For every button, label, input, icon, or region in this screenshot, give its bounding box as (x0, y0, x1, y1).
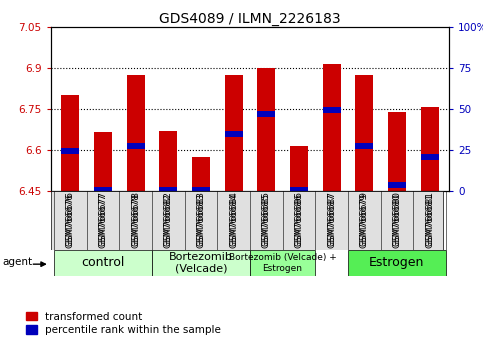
Text: GSM766685: GSM766685 (262, 193, 271, 248)
Bar (159, 187, 177, 193)
Bar (94, 132, 112, 191)
Bar (225, 75, 242, 191)
Text: Bortezomib (Velcade) +
Estrogen: Bortezomib (Velcade) + Estrogen (229, 253, 337, 273)
Bar (127, 75, 144, 191)
Bar (290, 146, 308, 191)
Text: GSM766676: GSM766676 (66, 193, 75, 248)
Legend: transformed count, percentile rank within the sample: transformed count, percentile rank withi… (24, 310, 223, 337)
Text: control: control (81, 256, 125, 269)
Text: GSM766678: GSM766678 (131, 193, 140, 248)
Text: GSM766677: GSM766677 (99, 191, 108, 246)
Text: GSM766683: GSM766683 (197, 191, 205, 246)
Bar (323, 107, 341, 113)
FancyBboxPatch shape (51, 191, 442, 250)
Text: GSM766684: GSM766684 (229, 191, 238, 246)
Text: Bortezomib
(Velcade): Bortezomib (Velcade) (169, 252, 233, 274)
Text: GSM766681: GSM766681 (425, 191, 434, 246)
Text: GSM766681: GSM766681 (425, 193, 434, 248)
Bar (421, 108, 439, 191)
Bar (159, 131, 177, 191)
Bar (355, 143, 373, 149)
Text: GSM766678: GSM766678 (131, 191, 140, 246)
Bar (192, 157, 210, 191)
Bar (94, 187, 112, 193)
Text: GSM766687: GSM766687 (327, 191, 336, 246)
Text: GSM766676: GSM766676 (66, 191, 75, 246)
Bar (257, 111, 275, 118)
FancyBboxPatch shape (54, 250, 152, 276)
Bar (127, 143, 144, 149)
Bar (388, 182, 406, 188)
Bar (421, 154, 439, 160)
Bar (257, 68, 275, 191)
Text: GSM766686: GSM766686 (295, 193, 303, 248)
Bar (192, 187, 210, 193)
Text: Estrogen: Estrogen (369, 256, 425, 269)
FancyBboxPatch shape (348, 250, 446, 276)
Text: GSM766677: GSM766677 (99, 193, 108, 248)
Text: GSM766684: GSM766684 (229, 193, 238, 248)
Bar (61, 95, 79, 191)
Text: GSM766679: GSM766679 (360, 193, 369, 248)
Text: GSM766685: GSM766685 (262, 191, 271, 246)
Text: GSM766680: GSM766680 (392, 191, 401, 246)
Text: GSM766683: GSM766683 (197, 193, 205, 248)
FancyBboxPatch shape (250, 250, 315, 276)
FancyBboxPatch shape (152, 250, 250, 276)
Bar (290, 187, 308, 193)
Title: GDS4089 / ILMN_2226183: GDS4089 / ILMN_2226183 (159, 12, 341, 25)
Text: GSM766679: GSM766679 (360, 191, 369, 246)
Bar (388, 112, 406, 191)
Text: GSM766686: GSM766686 (295, 191, 303, 246)
Text: GSM766682: GSM766682 (164, 193, 173, 248)
Bar (355, 75, 373, 191)
Text: GSM766687: GSM766687 (327, 193, 336, 248)
Bar (61, 148, 79, 154)
Text: GSM766680: GSM766680 (392, 193, 401, 248)
Text: GSM766682: GSM766682 (164, 191, 173, 246)
Bar (323, 64, 341, 191)
Text: agent: agent (2, 257, 33, 267)
Bar (225, 131, 242, 137)
